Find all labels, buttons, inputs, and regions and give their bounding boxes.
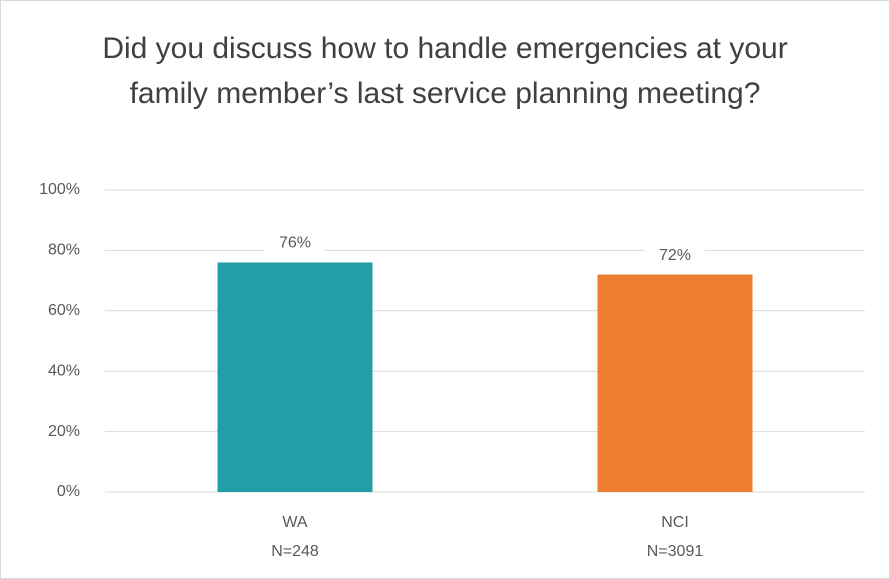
y-tick-label: 0% bbox=[57, 483, 80, 500]
y-tick-label: 40% bbox=[48, 362, 80, 379]
x-tick-label: NCI bbox=[661, 514, 689, 531]
x-tick-label: N=3091 bbox=[647, 543, 704, 560]
x-tick-label: N=248 bbox=[271, 543, 319, 560]
value-label: 72% bbox=[659, 247, 691, 264]
value-label-bg bbox=[265, 231, 325, 256]
chart-title: Did you discuss how to handle emergencie… bbox=[102, 32, 788, 110]
y-tick-label: 80% bbox=[48, 242, 80, 259]
x-tick-label: WA bbox=[282, 514, 308, 531]
value-label: 76% bbox=[279, 235, 311, 252]
bar bbox=[597, 274, 753, 492]
y-tick-label: 20% bbox=[48, 423, 80, 440]
y-tick-label: 100% bbox=[39, 181, 80, 198]
y-tick-label: 60% bbox=[48, 302, 80, 319]
value-label-bg bbox=[645, 243, 705, 268]
bar bbox=[217, 262, 373, 492]
